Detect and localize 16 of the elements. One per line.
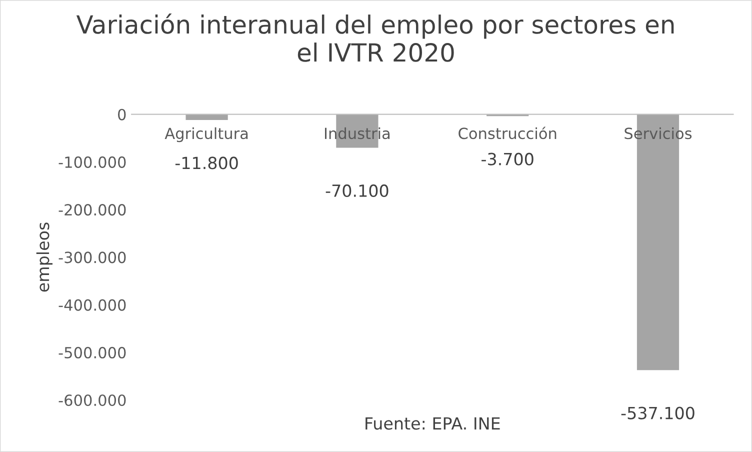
y-tick-label: -600.000	[58, 394, 126, 406]
y-tick-label: 0	[118, 108, 126, 120]
source-note: Fuente: EPA. INE	[366, 417, 500, 430]
chart-title: Variación interanual del empleo por sectores en el IVTR 2020	[76, 14, 674, 62]
y-tick-label: -100.000	[58, 156, 126, 168]
y-tick-label: -300.000	[58, 252, 126, 264]
data-label: -3.700	[482, 152, 534, 166]
data-label: -70.100	[326, 184, 388, 198]
y-tick-label: -400.000	[58, 299, 126, 311]
x-tick-label: Construcción	[458, 126, 556, 140]
y-axis-title: empleos	[36, 222, 52, 292]
x-tick-label: Agricultura	[164, 127, 248, 142]
data-label: -11.800	[175, 156, 238, 170]
y-tick-label: -500.000	[58, 346, 126, 358]
data-label: -537.100	[621, 406, 694, 420]
y-tick-label: -200.000	[58, 204, 126, 216]
